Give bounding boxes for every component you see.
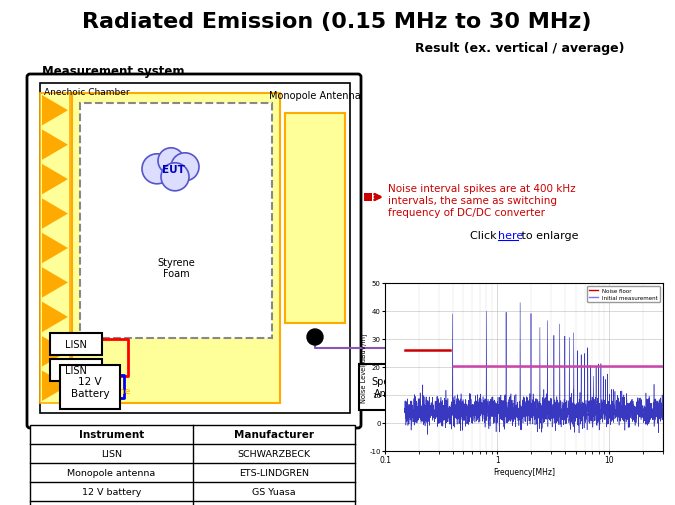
Bar — [359, 364, 431, 410]
Text: 12 V
Battery: 12 V Battery — [71, 376, 109, 398]
Bar — [80, 104, 272, 338]
Polygon shape — [42, 96, 68, 126]
Circle shape — [158, 148, 184, 174]
Text: Monopole antenna: Monopole antenna — [67, 468, 155, 477]
Polygon shape — [42, 233, 68, 264]
Bar — [40, 84, 350, 413]
Text: LISN: LISN — [65, 339, 87, 349]
Text: GND Plane: GND Plane — [82, 387, 130, 396]
Text: LISN: LISN — [65, 365, 87, 375]
Bar — [50, 333, 102, 356]
Text: Radiated Emission (0.15 MHz to 30 MHz): Radiated Emission (0.15 MHz to 30 MHz) — [82, 12, 592, 32]
Text: Styrene
Foam: Styrene Foam — [157, 257, 195, 279]
Text: Result (ex. vertical / average): Result (ex. vertical / average) — [415, 41, 625, 55]
Polygon shape — [42, 130, 68, 161]
Text: Noise interval spikes are at 400 kHz: Noise interval spikes are at 400 kHz — [388, 184, 576, 193]
Text: Manufacturer: Manufacturer — [234, 430, 314, 440]
Legend: Noise floor, Initial measurement: Noise floor, Initial measurement — [587, 286, 660, 302]
Text: Monopole Antenna: Monopole Antenna — [269, 91, 361, 101]
Text: EUT: EUT — [161, 165, 184, 174]
Bar — [60, 365, 120, 409]
Circle shape — [161, 164, 189, 191]
Bar — [364, 193, 372, 201]
Bar — [72, 94, 280, 403]
Polygon shape — [42, 268, 68, 298]
Text: Anechoic Chamber: Anechoic Chamber — [44, 88, 130, 97]
Polygon shape — [42, 302, 68, 332]
Text: frequency of DC/DC converter: frequency of DC/DC converter — [388, 208, 545, 218]
Text: SCHWARZBECK: SCHWARZBECK — [237, 449, 310, 458]
Bar — [30, 425, 355, 505]
Polygon shape — [42, 371, 68, 401]
Text: intervals, the same as switching: intervals, the same as switching — [388, 195, 557, 206]
Y-axis label: Noise Level[dBuV/m]: Noise Level[dBuV/m] — [360, 333, 367, 402]
Text: GS Yuasa: GS Yuasa — [252, 487, 296, 496]
FancyBboxPatch shape — [27, 75, 361, 428]
Text: here: here — [498, 231, 523, 240]
Text: 12 V battery: 12 V battery — [82, 487, 141, 496]
Polygon shape — [42, 199, 68, 229]
Bar — [40, 94, 70, 403]
Polygon shape — [42, 165, 68, 195]
Circle shape — [171, 154, 199, 181]
Text: Instrument: Instrument — [78, 430, 144, 440]
Polygon shape — [42, 336, 68, 367]
Bar — [388, 352, 402, 366]
Text: Measurement system: Measurement system — [42, 64, 184, 77]
Bar — [285, 114, 345, 323]
Text: Spectrum
Analyzer: Spectrum Analyzer — [371, 376, 418, 398]
X-axis label: Frequency[MHz]: Frequency[MHz] — [493, 467, 555, 476]
Text: to enlarge: to enlarge — [518, 231, 578, 240]
Text: LISN: LISN — [101, 449, 121, 458]
Circle shape — [142, 155, 172, 184]
Text: Click: Click — [470, 231, 500, 240]
Text: ETS-LINDGREN: ETS-LINDGREN — [239, 468, 308, 477]
Bar — [50, 359, 102, 381]
Circle shape — [307, 329, 323, 345]
